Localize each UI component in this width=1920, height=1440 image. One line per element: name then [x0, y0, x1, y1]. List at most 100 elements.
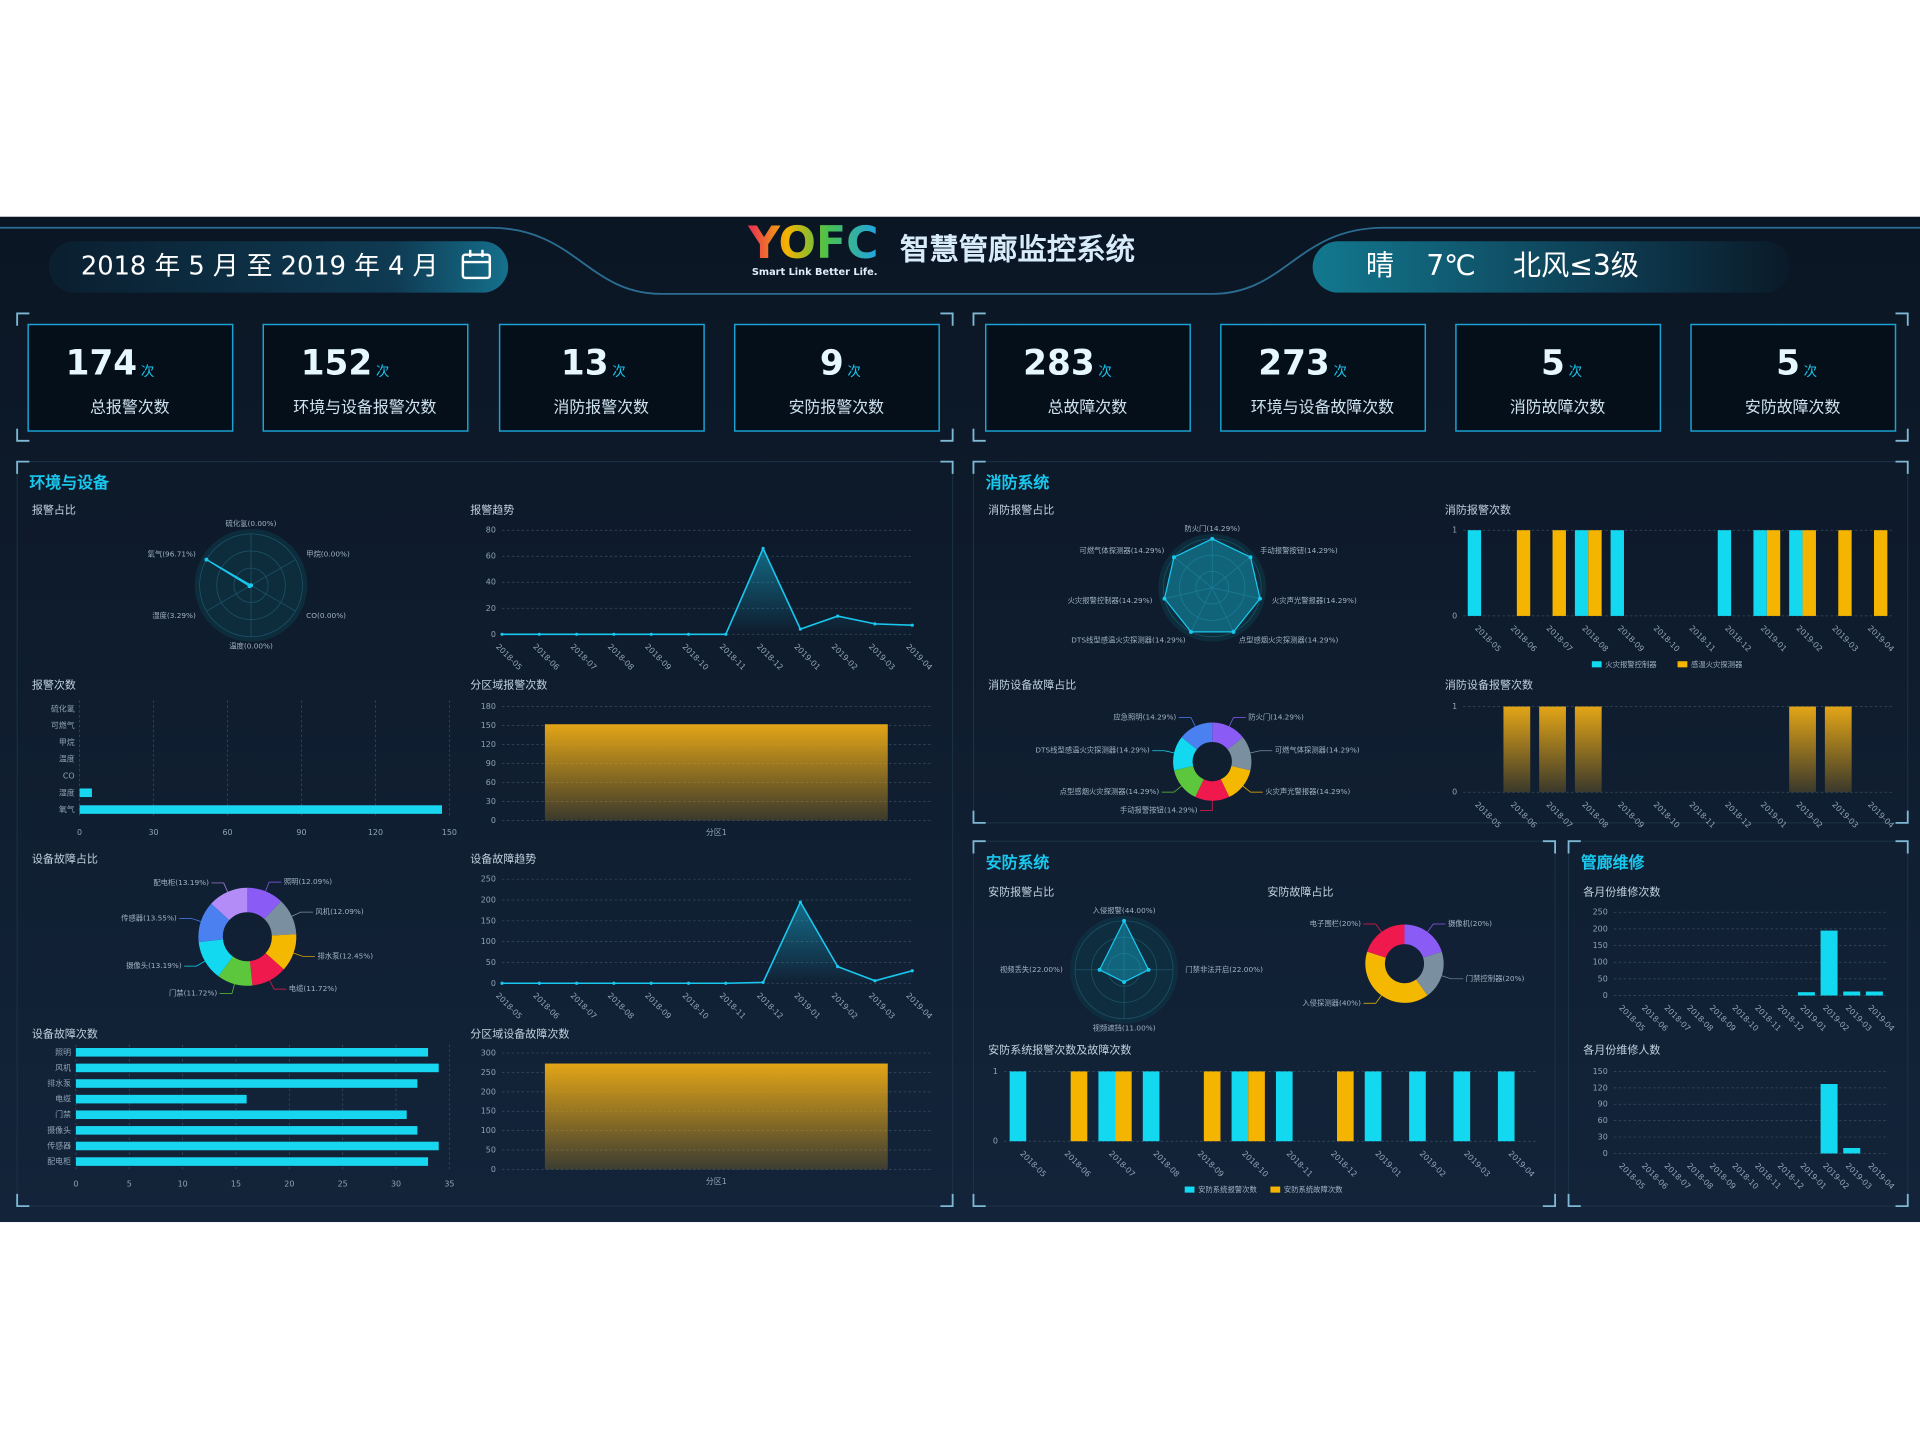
- y-tick-label: 30: [1598, 1133, 1608, 1142]
- bar: [1409, 1071, 1426, 1142]
- y-tick-label: 80: [486, 526, 496, 535]
- y-tick-label: 照明: [55, 1048, 71, 1057]
- radar-label: CO(0.00%): [306, 611, 346, 620]
- date-pill[interactable]: [48, 241, 509, 293]
- kpi-value: 152: [301, 343, 373, 383]
- donut-segment: [247, 887, 282, 919]
- kpi-value: 283: [1023, 343, 1095, 383]
- x-tick-label: 90: [296, 828, 306, 837]
- calendar-icon[interactable]: [461, 249, 492, 280]
- y-tick-label: 配电柜: [47, 1156, 71, 1166]
- radar-point: [1248, 555, 1253, 560]
- donut-segment: [1173, 737, 1197, 771]
- kpi-unit: 次: [376, 364, 389, 380]
- y-tick-label: 100: [481, 937, 496, 946]
- donut-label: 入侵探测器(40%): [1302, 998, 1361, 1007]
- corner-bracket: [16, 460, 954, 1208]
- x-tick-label: 30: [391, 1180, 401, 1189]
- bar: [1098, 1071, 1116, 1142]
- y-tick-label: 可燃气: [51, 720, 75, 730]
- y-tick-label: 40: [486, 578, 496, 587]
- y-tick-label: 0: [491, 1165, 496, 1174]
- kpi-value: 5: [1776, 343, 1800, 383]
- radar-label: 门禁非法开启(22.00%): [1185, 965, 1263, 974]
- kpi-card: [984, 323, 1191, 432]
- leader-line: [291, 911, 313, 917]
- donut-label: 传感器(13.55%): [121, 913, 177, 922]
- corner-bracket: [16, 312, 954, 442]
- kpi-unit: 次: [847, 364, 860, 380]
- bar: [1142, 1071, 1160, 1142]
- radar-axis: [1164, 587, 1213, 600]
- y-tick-label: 300: [481, 1049, 496, 1058]
- weather-pill: [1312, 241, 1791, 293]
- y-tick-label: 门禁: [55, 1109, 71, 1119]
- radar-label: 湿度(3.29%): [152, 611, 196, 620]
- bar: [1009, 1071, 1027, 1142]
- y-tick-label: 0: [491, 816, 496, 825]
- y-tick-label: 1: [1452, 702, 1457, 711]
- radar-point: [1122, 918, 1127, 923]
- kpi-label: 消防报警次数: [553, 397, 649, 416]
- kpi-label: 环境与设备报警次数: [293, 397, 436, 416]
- point: [612, 632, 616, 636]
- point: [910, 623, 914, 627]
- bar: [75, 1063, 439, 1073]
- point: [873, 622, 877, 626]
- header-frame: [0, 226, 1920, 295]
- donut-label: 照明(12.09%): [284, 877, 332, 886]
- corner-bracket: [972, 840, 1557, 1208]
- leader-line: [293, 952, 316, 957]
- y-tick-label: CO: [63, 771, 75, 780]
- bar: [1865, 991, 1883, 996]
- y-tick-label: 50: [1598, 974, 1608, 983]
- bar: [1789, 530, 1803, 616]
- kpi-value: 273: [1258, 343, 1330, 383]
- donut-label: 点型感烟火灾探测器(14.29%): [1060, 787, 1160, 796]
- bar: [1588, 530, 1602, 616]
- kpi-unit: 次: [612, 364, 625, 380]
- donut-segment: [1212, 722, 1243, 750]
- x-tick-label: 0: [73, 1180, 78, 1189]
- radar-label: 硫化氢(0.00%): [226, 519, 277, 528]
- radar-label: 可燃气体探测器(14.29%): [1079, 546, 1164, 555]
- bar: [1610, 530, 1624, 616]
- kpi-label: 环境与设备故障次数: [1251, 397, 1394, 416]
- donut-segment: [1416, 951, 1444, 996]
- x-tick-label: 0: [77, 828, 82, 837]
- radar-area: [1163, 538, 1261, 633]
- donut-segment: [1404, 924, 1442, 958]
- radar-point: [1189, 629, 1193, 634]
- radar-point: [204, 557, 209, 562]
- kpi-value: 9: [820, 343, 844, 383]
- y-tick-label: 200: [481, 896, 496, 905]
- y-tick-label: 0: [491, 979, 496, 988]
- donut-segment: [198, 903, 230, 943]
- kpi-label: 安防故障次数: [1745, 397, 1841, 416]
- legend-label: 感温火灾探测器: [1691, 660, 1743, 669]
- bar: [75, 1126, 418, 1135]
- point: [873, 979, 877, 983]
- y-tick-label: 摄像头: [47, 1125, 71, 1135]
- radar-point: [1171, 555, 1176, 560]
- donut-label: 可燃气体探测器(14.29%): [1275, 746, 1360, 755]
- legend-swatch: [1591, 661, 1602, 668]
- point: [798, 900, 802, 904]
- bar: [1789, 706, 1816, 793]
- radar-axis: [1173, 556, 1213, 589]
- y-tick-label: 60: [486, 778, 496, 787]
- leader-line: [269, 980, 287, 990]
- panel-title: 管廊维修: [1581, 853, 1646, 872]
- x-tick-label: 分区1: [706, 1177, 727, 1186]
- point: [537, 632, 541, 636]
- bar: [1824, 706, 1852, 793]
- donut-segment: [1181, 722, 1213, 750]
- bar: [1717, 530, 1732, 616]
- y-tick-label: 0: [993, 1137, 998, 1146]
- radar-axis: [1211, 587, 1234, 633]
- kpi-label: 总故障次数: [1048, 397, 1128, 416]
- line: [502, 546, 913, 636]
- legend-swatch: [1270, 1186, 1281, 1193]
- radar-label: 入侵报警(44.00%): [1093, 906, 1156, 915]
